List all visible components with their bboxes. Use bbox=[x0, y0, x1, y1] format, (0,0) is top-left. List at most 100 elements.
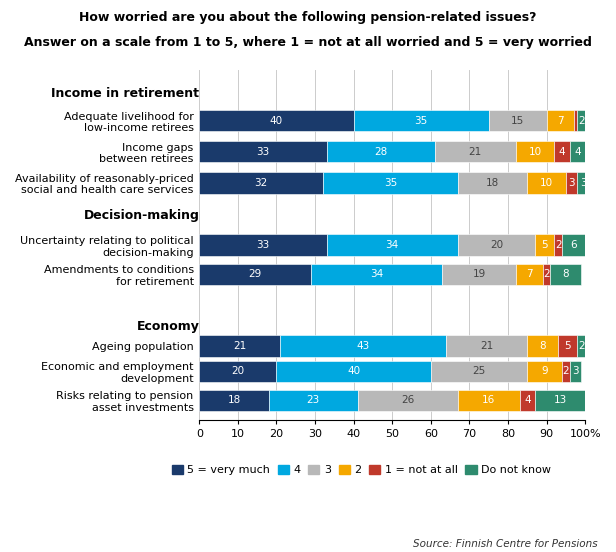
Bar bbox=[200, 360, 277, 382]
Text: 7: 7 bbox=[526, 269, 533, 279]
Bar bbox=[566, 172, 577, 194]
Text: 4: 4 bbox=[524, 395, 530, 406]
Bar bbox=[446, 336, 527, 357]
Text: Economy: Economy bbox=[136, 320, 200, 333]
Text: 26: 26 bbox=[401, 395, 415, 406]
Bar bbox=[570, 360, 582, 382]
Bar bbox=[527, 172, 566, 194]
Bar bbox=[527, 360, 562, 382]
Bar bbox=[516, 141, 554, 162]
Bar bbox=[562, 360, 570, 382]
Bar bbox=[458, 235, 535, 256]
Text: 9: 9 bbox=[541, 367, 548, 376]
Text: 20: 20 bbox=[232, 367, 245, 376]
Bar bbox=[357, 390, 458, 411]
Bar bbox=[570, 141, 585, 162]
Bar bbox=[200, 390, 269, 411]
Text: How worried are you about the following pension-related issues?: How worried are you about the following … bbox=[79, 11, 537, 24]
Text: 3: 3 bbox=[580, 178, 586, 188]
Text: 10: 10 bbox=[529, 147, 541, 157]
Text: 2: 2 bbox=[578, 116, 585, 126]
Text: 5: 5 bbox=[564, 341, 571, 351]
Text: 5: 5 bbox=[541, 240, 548, 250]
Text: 29: 29 bbox=[249, 269, 262, 279]
Text: 20: 20 bbox=[490, 240, 503, 250]
Legend: 5 = very much, 4, 3, 2, 1 = not at all, Do not know: 5 = very much, 4, 3, 2, 1 = not at all, … bbox=[168, 460, 556, 480]
Text: 13: 13 bbox=[554, 395, 567, 406]
Text: 34: 34 bbox=[386, 240, 399, 250]
Bar bbox=[200, 141, 326, 162]
Text: 28: 28 bbox=[374, 147, 387, 157]
Text: 21: 21 bbox=[233, 341, 246, 351]
Text: 4: 4 bbox=[574, 147, 581, 157]
Text: 21: 21 bbox=[480, 341, 493, 351]
Text: 2: 2 bbox=[543, 269, 550, 279]
Text: 40: 40 bbox=[347, 367, 360, 376]
Bar bbox=[458, 390, 519, 411]
Text: 35: 35 bbox=[415, 116, 428, 126]
Bar bbox=[573, 110, 577, 131]
Text: 35: 35 bbox=[384, 178, 397, 188]
Text: 32: 32 bbox=[254, 178, 268, 188]
Text: 4: 4 bbox=[559, 147, 565, 157]
Text: 21: 21 bbox=[469, 147, 482, 157]
Text: 6: 6 bbox=[570, 240, 577, 250]
Text: Income in retirement: Income in retirement bbox=[51, 87, 200, 100]
Bar bbox=[551, 263, 582, 285]
Bar bbox=[326, 235, 458, 256]
Bar bbox=[535, 235, 554, 256]
Text: 18: 18 bbox=[227, 395, 241, 406]
Bar bbox=[554, 141, 570, 162]
Text: 34: 34 bbox=[370, 269, 383, 279]
Bar bbox=[280, 336, 446, 357]
Text: 40: 40 bbox=[270, 116, 283, 126]
Text: 16: 16 bbox=[482, 395, 495, 406]
Bar bbox=[527, 336, 558, 357]
Bar bbox=[535, 390, 585, 411]
Text: 3: 3 bbox=[569, 178, 575, 188]
Bar bbox=[562, 235, 585, 256]
Text: 43: 43 bbox=[357, 341, 370, 351]
Bar bbox=[543, 263, 551, 285]
Text: 2: 2 bbox=[578, 341, 585, 351]
Bar bbox=[200, 235, 326, 256]
Text: 15: 15 bbox=[511, 116, 524, 126]
Bar bbox=[200, 172, 323, 194]
Text: 8: 8 bbox=[562, 269, 569, 279]
Text: 7: 7 bbox=[557, 116, 564, 126]
Bar bbox=[577, 336, 585, 357]
Bar bbox=[554, 235, 562, 256]
Bar bbox=[431, 360, 527, 382]
Text: 2: 2 bbox=[562, 367, 569, 376]
Bar bbox=[558, 336, 577, 357]
Text: 19: 19 bbox=[472, 269, 485, 279]
Bar bbox=[200, 263, 311, 285]
Text: Decision-making: Decision-making bbox=[83, 209, 200, 222]
Text: 8: 8 bbox=[540, 341, 546, 351]
Bar bbox=[323, 172, 458, 194]
Bar bbox=[519, 390, 535, 411]
Text: 18: 18 bbox=[486, 178, 499, 188]
Bar bbox=[277, 360, 431, 382]
Bar bbox=[435, 141, 516, 162]
Text: 25: 25 bbox=[472, 367, 485, 376]
Text: 33: 33 bbox=[256, 147, 270, 157]
Text: 2: 2 bbox=[555, 240, 562, 250]
Bar bbox=[311, 263, 442, 285]
Text: 3: 3 bbox=[572, 367, 579, 376]
Text: Answer on a scale from 1 to 5, where 1 = not at all worried and 5 = very worried: Answer on a scale from 1 to 5, where 1 =… bbox=[24, 36, 592, 49]
Bar bbox=[326, 141, 435, 162]
Bar bbox=[269, 390, 357, 411]
Bar bbox=[577, 110, 585, 131]
Bar bbox=[516, 263, 543, 285]
Text: 33: 33 bbox=[256, 240, 270, 250]
Bar bbox=[546, 110, 573, 131]
Text: Source: Finnish Centre for Pensions: Source: Finnish Centre for Pensions bbox=[413, 539, 598, 549]
Bar bbox=[442, 263, 516, 285]
Bar bbox=[200, 110, 354, 131]
Bar bbox=[488, 110, 546, 131]
Bar bbox=[200, 336, 280, 357]
Bar bbox=[577, 172, 589, 194]
Bar bbox=[458, 172, 527, 194]
Bar bbox=[354, 110, 488, 131]
